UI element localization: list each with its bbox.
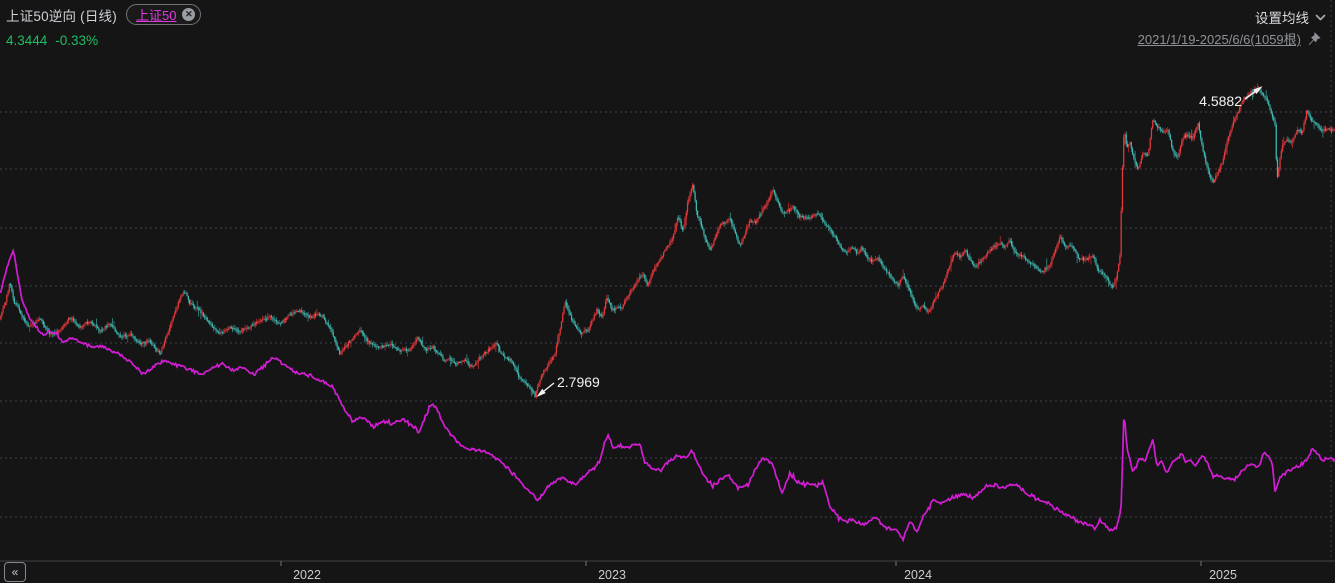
svg-text:4.5882: 4.5882 [1199, 93, 1242, 109]
svg-text:2022: 2022 [293, 568, 321, 582]
chart-header: 上证50逆向 (日线) 上证50 ✕ [6, 4, 202, 25]
rewind-button[interactable]: « [4, 562, 26, 582]
svg-text:2.7969: 2.7969 [557, 374, 600, 390]
ma-settings-button[interactable]: 设置均线 [1255, 7, 1326, 27]
ma-settings-label: 设置均线 [1255, 11, 1309, 26]
svg-text:2024: 2024 [904, 568, 932, 582]
chevron-down-icon [1315, 14, 1326, 20]
date-range-link[interactable]: 2021/1/19-2025/6/6(1059根) [1137, 32, 1301, 47]
svg-text:2023: 2023 [598, 568, 626, 582]
last-price: 4.3444 [6, 33, 48, 48]
compare-tag[interactable]: 上证50 ✕ [125, 4, 202, 25]
quote-row: 4.3444 -0.33% [6, 33, 98, 48]
compare-tag-label[interactable]: 上证50 [135, 8, 177, 23]
pin-icon[interactable] [1307, 31, 1322, 46]
close-icon[interactable]: ✕ [182, 8, 196, 21]
change-percent: -0.33% [55, 33, 99, 48]
chart-title: 上证50逆向 (日线) [6, 8, 117, 24]
svg-text:2025: 2025 [1209, 568, 1237, 582]
date-range-row: 2021/1/19-2025/6/6(1059根) [1138, 29, 1322, 48]
